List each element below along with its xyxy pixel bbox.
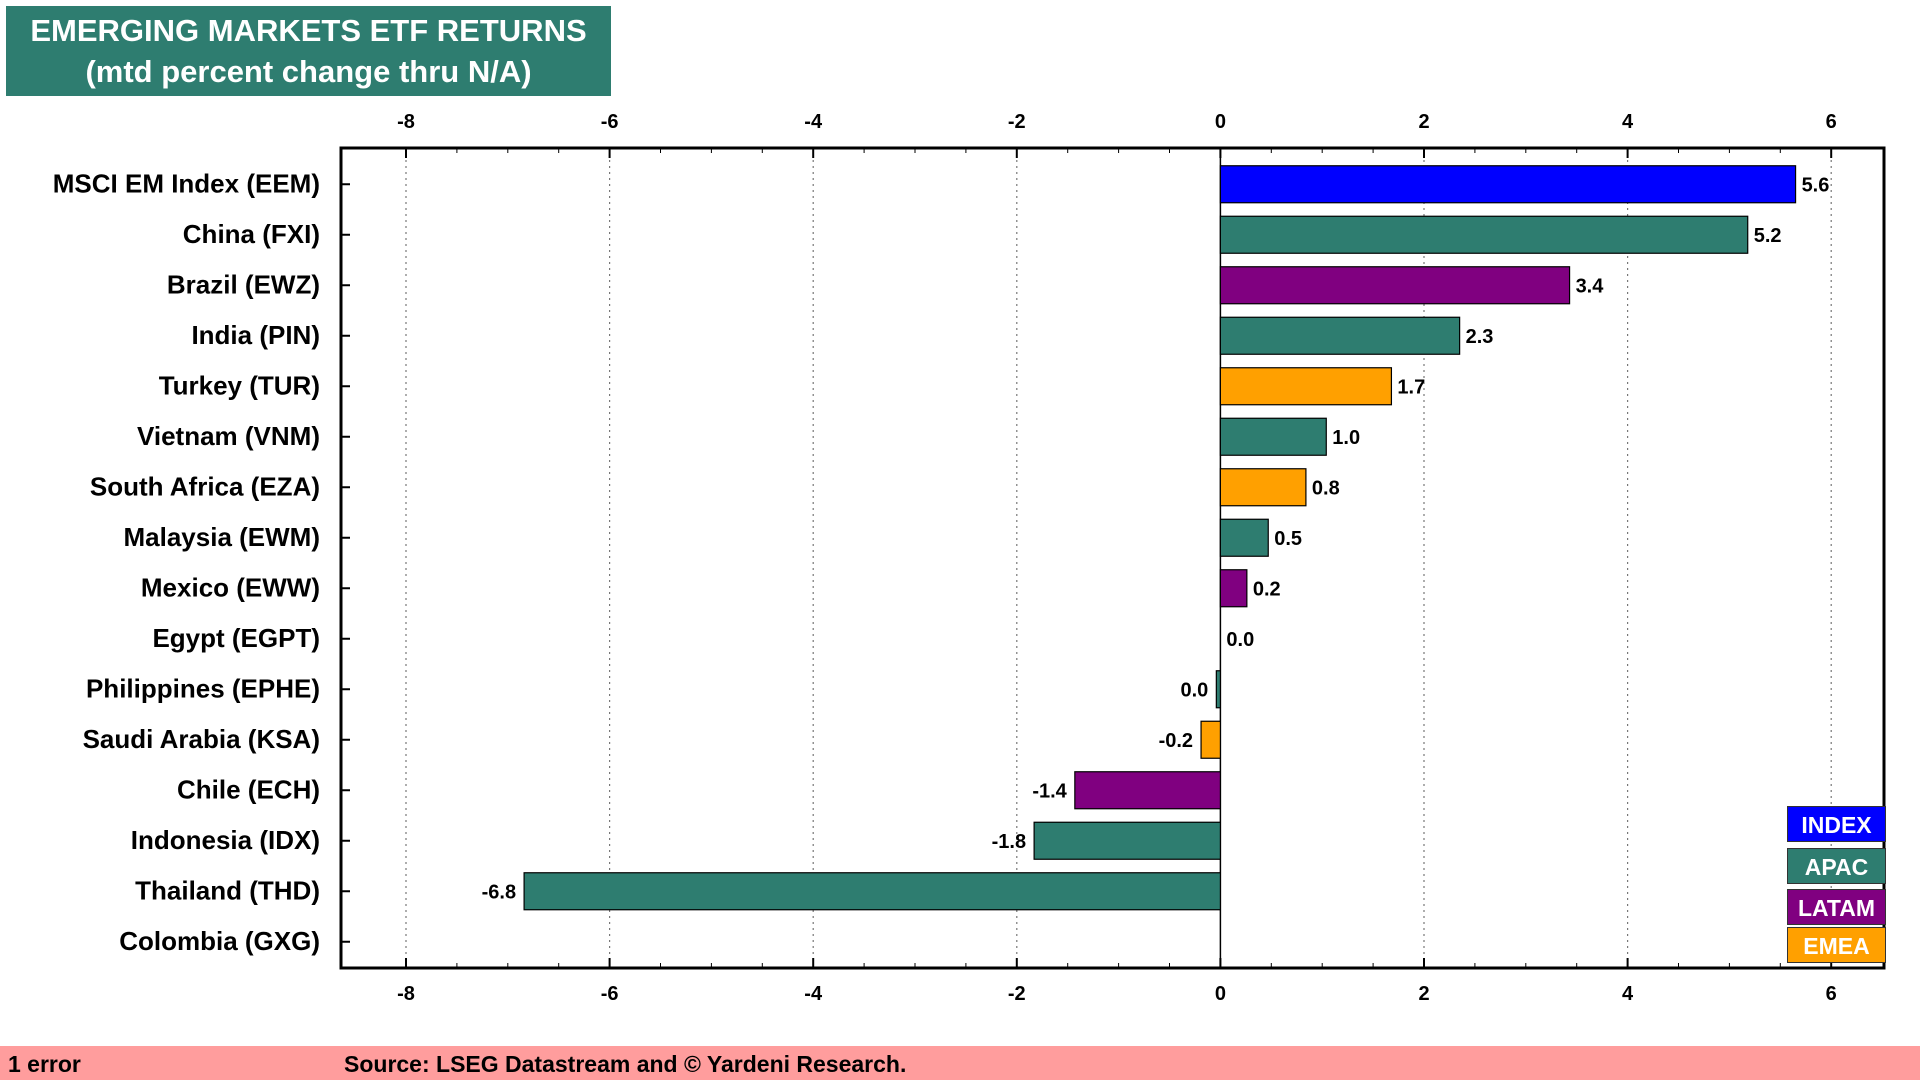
x-tick-label-bottom: -4 [804, 983, 823, 1005]
bar [1033, 821, 1221, 860]
bar [1219, 367, 1393, 406]
x-tick-label-top: -6 [601, 111, 619, 133]
value-label: -1.4 [1032, 780, 1067, 802]
x-tick-label-bottom: 4 [1622, 983, 1634, 1005]
legend-apac: APAC [1787, 848, 1886, 884]
x-tick-label-top: -8 [397, 111, 415, 133]
bar [1219, 417, 1327, 456]
bar [1215, 670, 1222, 709]
value-label: -1.8 [992, 831, 1026, 853]
category-label: Indonesia (IDX) [131, 825, 320, 855]
value-label: 3.4 [1576, 275, 1605, 297]
value-label: -0.2 [1159, 730, 1193, 752]
value-label: 1.7 [1397, 376, 1425, 398]
error-count: 1 error [8, 1051, 81, 1077]
x-tick-label-bottom: -2 [1008, 983, 1026, 1005]
chart-title: EMERGING MARKETS ETF RETURNS [30, 13, 587, 48]
bar [523, 872, 1222, 911]
value-label: 1.0 [1332, 427, 1360, 449]
x-tick-label-top: 2 [1418, 111, 1429, 133]
value-label: 0.0 [1181, 679, 1209, 701]
bar [1219, 215, 1749, 254]
category-label: Brazil (EWZ) [167, 269, 320, 299]
chart-subtitle: (mtd percent change thru N/A) [85, 54, 532, 89]
bar [1219, 518, 1269, 557]
plot-frame [339, 146, 1886, 970]
category-label: Thailand (THD) [135, 875, 320, 905]
category-label: Malaysia (EWM) [124, 522, 321, 552]
value-label: 5.2 [1754, 225, 1782, 247]
category-label: China (FXI) [183, 219, 320, 249]
legend-latam: LATAM [1787, 889, 1886, 925]
legend-index: INDEX [1787, 806, 1886, 842]
category-label: Colombia (GXG) [119, 926, 320, 956]
bar-chart: -8 -8 -6 -6 -4 -4 -2 -2 0 0 2 2 4 4 6 6 MSCI EM Index (E… [53, 111, 1886, 1005]
category-label: Saudi Arabia (KSA) [83, 724, 320, 754]
value-label: 2.3 [1466, 326, 1494, 348]
x-tick-label-top: 4 [1622, 111, 1634, 133]
value-label: -6.8 [482, 881, 516, 903]
legend-emea: EMEA [1787, 927, 1886, 963]
category-label: Vietnam (VNM) [137, 421, 320, 451]
value-label: 0.5 [1274, 528, 1302, 550]
category-label: Philippines (EPHE) [86, 673, 320, 703]
bar [1219, 316, 1461, 355]
value-label: 0.0 [1226, 629, 1254, 651]
x-tick-label-top: 0 [1215, 111, 1226, 133]
category-label: Egypt (EGPT) [152, 623, 320, 653]
x-tick-label-bottom: 0 [1215, 983, 1226, 1005]
bar [1219, 165, 1797, 204]
category-label: Chile (ECH) [177, 774, 320, 804]
x-tick-label-bottom: 2 [1418, 983, 1429, 1005]
x-tick-label-top: -4 [804, 111, 823, 133]
category-label: Mexico (EWW) [141, 572, 320, 602]
x-tick-label-bottom: -8 [397, 983, 415, 1005]
footer-bar: 1 error Source: LSEG Datastream and © Ya… [0, 1046, 1920, 1080]
chart-title-box: EMERGING MARKETS ETF RETURNS (mtd percen… [6, 6, 611, 96]
value-label: 5.6 [1802, 174, 1830, 196]
value-label: 0.2 [1253, 578, 1281, 600]
bar [1219, 569, 1248, 608]
x-tick-label-top: 6 [1826, 111, 1837, 133]
category-label: Turkey (TUR) [159, 370, 320, 400]
x-tick-label-bottom: -6 [601, 983, 619, 1005]
category-label: South Africa (EZA) [90, 471, 320, 501]
bar [1074, 771, 1222, 810]
x-tick-label-bottom: 6 [1826, 983, 1837, 1005]
category-label: India (PIN) [191, 320, 320, 350]
bar [1200, 720, 1221, 759]
category-label: MSCI EM Index (EEM) [53, 168, 320, 198]
source-note: Source: LSEG Datastream and © Yardeni Re… [344, 1051, 907, 1077]
x-tick-label-top: -2 [1008, 111, 1026, 133]
bar [1219, 468, 1307, 507]
bar [1219, 266, 1571, 305]
value-label: 0.8 [1312, 477, 1340, 499]
